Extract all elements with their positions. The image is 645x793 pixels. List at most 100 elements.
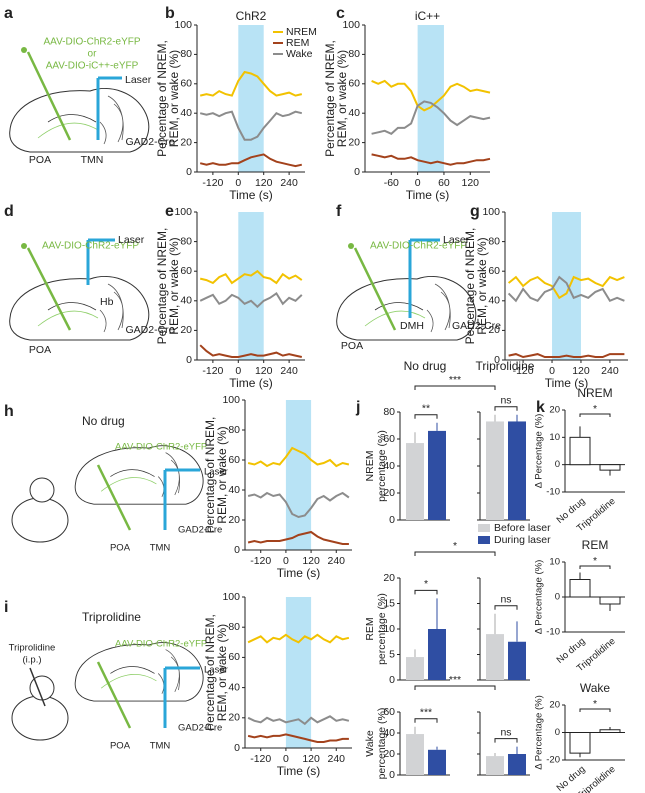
y-tick-label: 40 xyxy=(383,460,395,472)
laser-shade xyxy=(285,400,312,550)
injection-pipette xyxy=(96,661,132,729)
region-label: DMH xyxy=(400,320,424,332)
significance-bracket xyxy=(414,551,496,556)
significance-label: * xyxy=(593,698,597,710)
y-axis-label: percentage (%) xyxy=(376,430,388,502)
y-axis-label: Percentage of NREM, xyxy=(203,417,217,534)
significance-bracket xyxy=(414,385,496,390)
x-tick-label: 240 xyxy=(601,365,619,377)
bar xyxy=(428,430,446,520)
y-axis-label: REM, or wake (%) xyxy=(215,624,229,721)
x-tick-label: 60 xyxy=(438,177,450,189)
laser-fiber xyxy=(86,238,115,285)
cre-label: GAD2-Cre xyxy=(125,136,174,148)
series-line xyxy=(371,153,491,166)
region-label: POA xyxy=(341,340,363,352)
legend-swatch xyxy=(478,524,490,532)
chart-title: ChR2 xyxy=(236,9,267,23)
significance-bracket xyxy=(579,413,611,417)
chart-title: NREM xyxy=(577,386,612,400)
significance-label: ns xyxy=(500,593,511,605)
x-tick-label: -60 xyxy=(384,177,399,189)
bar xyxy=(569,579,591,598)
y-tick-label: 100 xyxy=(174,19,192,31)
y-tick-label: 80 xyxy=(348,48,360,60)
panel-letter: k xyxy=(536,399,545,416)
panel-letter: d xyxy=(4,203,14,220)
y-tick-label: 100 xyxy=(174,206,192,218)
x-tick-label: 240 xyxy=(280,365,298,377)
y-tick-label: 60 xyxy=(383,706,395,718)
chart-title: iC++ xyxy=(415,9,440,23)
y-tick-label: 10 xyxy=(549,557,560,568)
panel-letter: j xyxy=(355,399,360,416)
bar xyxy=(569,732,591,754)
y-axis-label: REM, or wake (%) xyxy=(167,50,181,147)
y-tick-label: 0 xyxy=(494,354,500,366)
y-tick-label: 40 xyxy=(383,727,395,739)
legend-label: During laser xyxy=(494,534,551,546)
y-tick-label: 80 xyxy=(228,621,240,633)
x-axis-label: Time (s) xyxy=(406,188,450,202)
virus-label: AAV-DIO-ChR2-eYFP xyxy=(43,37,140,48)
cre-label: GAD2-Cre xyxy=(178,723,222,734)
y-tick-label: 40 xyxy=(488,295,500,307)
y-axis-label: REM, or wake (%) xyxy=(335,50,349,147)
y-tick-label: 80 xyxy=(228,424,240,436)
significance-bracket xyxy=(579,708,611,712)
chart-title: Wake xyxy=(580,681,611,695)
laser-label: Laser xyxy=(204,467,228,478)
y-tick-label: 0 xyxy=(354,166,360,178)
y-tick-label: 20 xyxy=(348,136,360,148)
significance-bracket xyxy=(414,414,438,419)
brain-outline xyxy=(74,642,204,702)
significance-bracket xyxy=(494,406,518,411)
y-tick-label: 0 xyxy=(389,769,395,781)
region-label: Hb xyxy=(100,296,114,308)
y-tick-label: 0 xyxy=(234,742,240,754)
laser-label: Laser xyxy=(118,234,145,246)
x-tick-label: 0 xyxy=(283,753,289,765)
x-tick-label: 120 xyxy=(255,365,273,377)
significance-label: ns xyxy=(500,726,511,738)
significance-label: * xyxy=(453,540,457,552)
legend-label: Before laser xyxy=(494,522,551,534)
y-axis-label: REM xyxy=(364,617,376,640)
y-tick-label: 60 xyxy=(488,265,500,277)
x-tick-label: -120 xyxy=(250,753,271,765)
virus-droplet xyxy=(348,243,354,249)
legend-swatch xyxy=(478,536,490,544)
y-tick-label: 60 xyxy=(228,651,240,663)
y-tick-label: 40 xyxy=(228,681,240,693)
cre-label: GAD2-Cre xyxy=(452,320,501,332)
region-label: POA xyxy=(29,154,51,166)
x-tick-label: -120 xyxy=(513,365,534,377)
y-tick-label: 60 xyxy=(383,433,395,445)
bar xyxy=(406,443,424,520)
significance-label: * xyxy=(593,555,597,567)
cre-label: GAD2-Cre xyxy=(178,525,222,536)
bar xyxy=(599,464,621,471)
bar xyxy=(428,749,446,775)
laser-fiber xyxy=(163,666,200,728)
mouse-head xyxy=(29,477,55,503)
x-axis-label: Time (s) xyxy=(277,566,321,580)
drug-label: Triprolidine xyxy=(9,643,56,654)
bar xyxy=(486,756,504,775)
condition-title: No drug xyxy=(82,414,125,428)
x-axis-label: Time (s) xyxy=(545,376,589,390)
y-tick-label: 0 xyxy=(389,514,395,526)
series-line xyxy=(507,275,625,300)
series-line xyxy=(247,633,350,644)
injection-pipette xyxy=(26,51,72,141)
y-tick-label: 100 xyxy=(482,206,500,218)
y-tick-label: 20 xyxy=(383,748,395,760)
laser-fiber xyxy=(96,76,122,140)
bar xyxy=(406,657,424,680)
bar xyxy=(599,729,621,733)
significance-bracket xyxy=(414,589,438,595)
region-label: TMN xyxy=(150,741,171,752)
y-tick-label: 0 xyxy=(555,459,560,470)
significance-label: *** xyxy=(449,674,461,686)
series-line xyxy=(507,275,625,303)
